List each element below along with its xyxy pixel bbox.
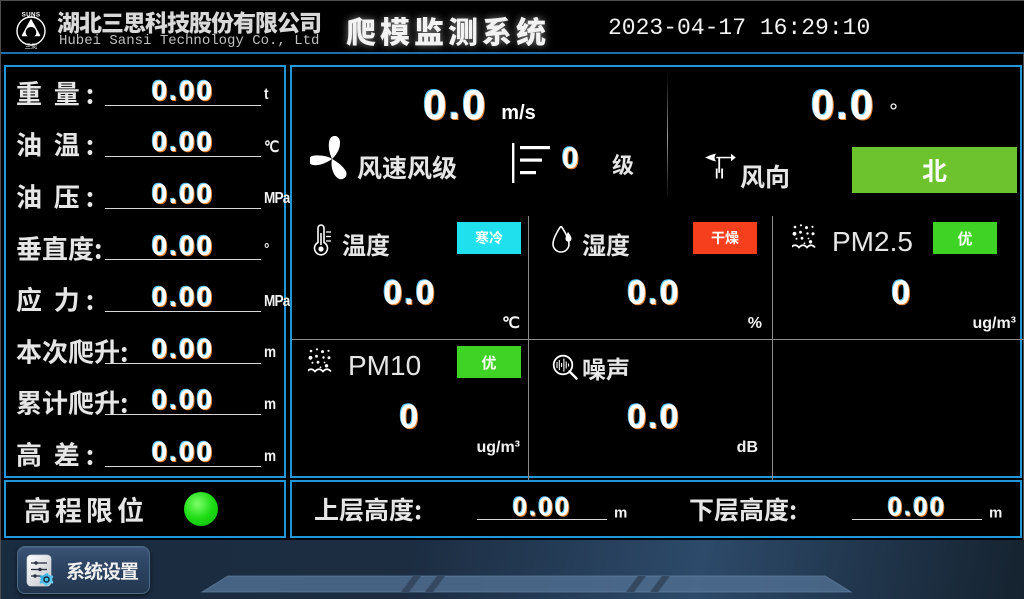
svg-text:SUNS: SUNS — [22, 12, 41, 19]
svg-text:三思: 三思 — [25, 42, 38, 50]
